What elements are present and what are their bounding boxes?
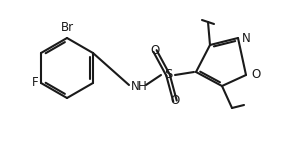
Text: N: N — [131, 79, 140, 92]
Text: H: H — [138, 79, 147, 92]
Text: F: F — [31, 76, 38, 89]
Text: O: O — [170, 94, 180, 107]
Text: N: N — [242, 31, 251, 45]
Text: S: S — [164, 69, 172, 82]
Text: O: O — [150, 45, 160, 58]
Text: O: O — [251, 69, 260, 82]
Text: Br: Br — [60, 21, 74, 34]
